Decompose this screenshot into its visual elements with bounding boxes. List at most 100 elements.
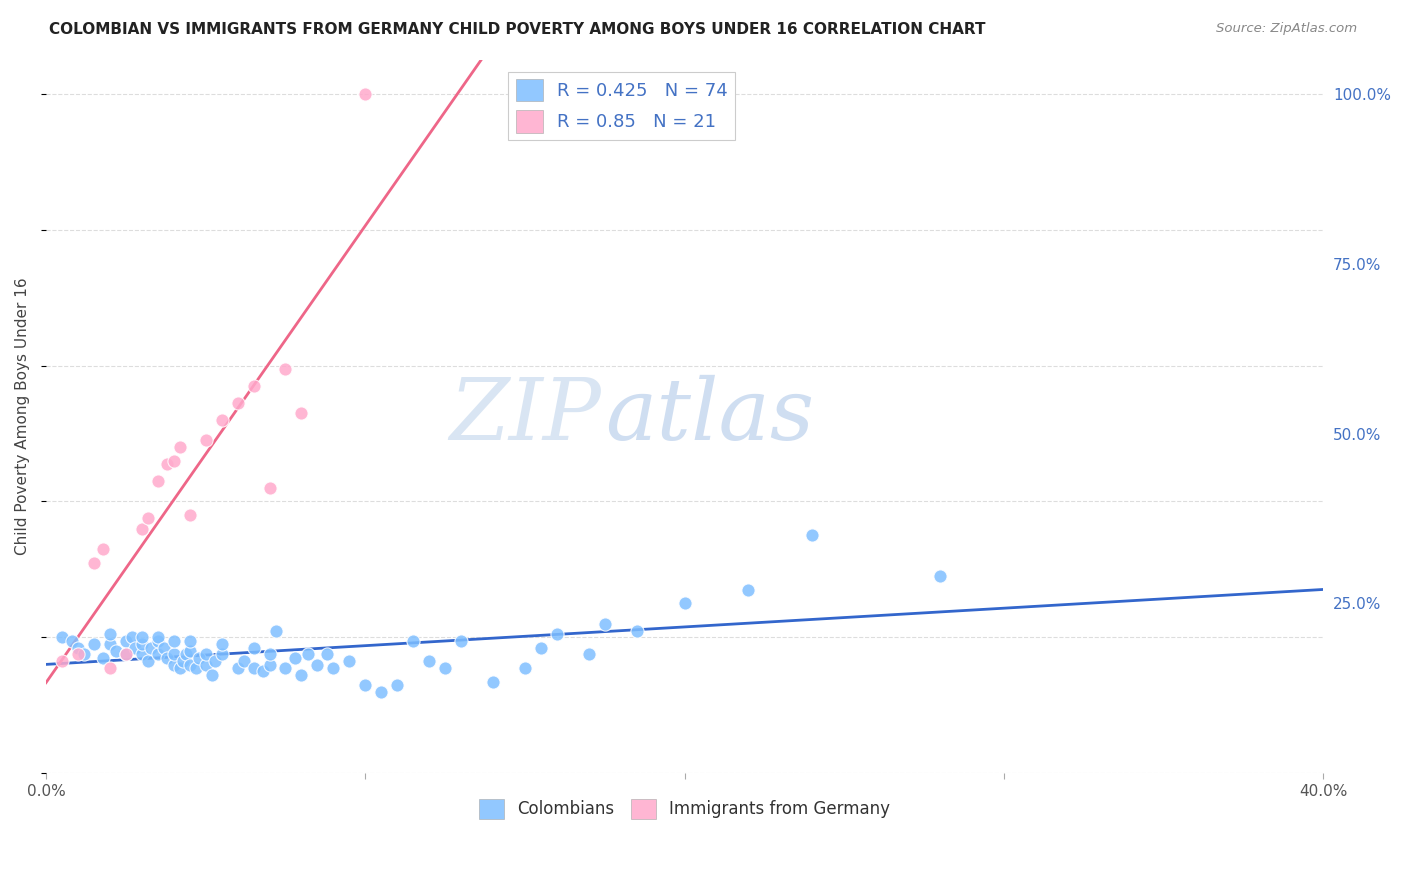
Point: [194, 657, 217, 672]
Point: [801, 528, 824, 542]
Point: [93, 651, 115, 665]
Point: [274, 362, 297, 376]
Point: [124, 640, 146, 655]
Point: [290, 668, 312, 682]
Text: atlas: atlas: [606, 376, 814, 458]
Point: [163, 648, 186, 662]
Point: [131, 637, 153, 651]
Point: [546, 627, 568, 641]
Point: [297, 648, 319, 662]
Point: [172, 654, 194, 668]
Point: [179, 644, 201, 658]
Point: [60, 633, 83, 648]
Text: Source: ZipAtlas.com: Source: ZipAtlas.com: [1216, 22, 1357, 36]
Point: [141, 640, 163, 655]
Point: [673, 597, 696, 611]
Point: [188, 651, 211, 665]
Point: [146, 633, 169, 648]
Point: [179, 508, 201, 522]
Point: [114, 633, 136, 648]
Point: [211, 637, 233, 651]
Point: [153, 640, 176, 655]
Point: [316, 648, 339, 662]
Point: [131, 648, 153, 662]
Y-axis label: Child Poverty Among Boys Under 16: Child Poverty Among Boys Under 16: [15, 277, 30, 556]
Point: [284, 651, 307, 665]
Point: [136, 511, 159, 525]
Point: [131, 631, 153, 645]
Point: [146, 631, 169, 645]
Point: [66, 648, 89, 662]
Point: [156, 651, 179, 665]
Point: [252, 665, 274, 679]
Point: [482, 674, 505, 689]
Point: [929, 569, 952, 583]
Point: [513, 661, 536, 675]
Point: [259, 648, 281, 662]
Text: ZIP: ZIP: [450, 376, 602, 458]
Point: [66, 640, 89, 655]
Point: [163, 453, 186, 467]
Point: [163, 657, 186, 672]
Point: [169, 661, 191, 675]
Point: [136, 654, 159, 668]
Point: [73, 648, 96, 662]
Point: [226, 661, 249, 675]
Point: [146, 648, 169, 662]
Point: [204, 654, 226, 668]
Point: [737, 582, 759, 597]
Point: [184, 661, 207, 675]
Point: [322, 661, 344, 675]
Point: [169, 440, 191, 454]
Point: [51, 631, 73, 645]
Point: [626, 624, 648, 638]
Point: [121, 631, 143, 645]
Point: [194, 434, 217, 448]
Point: [98, 661, 121, 675]
Point: [233, 654, 256, 668]
Point: [201, 668, 224, 682]
Point: [242, 661, 264, 675]
Point: [226, 396, 249, 410]
Point: [114, 648, 136, 662]
Point: [163, 633, 186, 648]
Point: [242, 640, 264, 655]
Point: [242, 379, 264, 393]
Point: [593, 616, 616, 631]
Point: [337, 654, 360, 668]
Point: [105, 644, 128, 658]
Point: [211, 413, 233, 427]
Point: [83, 556, 105, 570]
Point: [307, 657, 329, 672]
Point: [98, 637, 121, 651]
Point: [176, 648, 198, 662]
Point: [274, 661, 297, 675]
Point: [370, 685, 392, 699]
Point: [418, 654, 440, 668]
Point: [354, 87, 377, 101]
Point: [114, 648, 136, 662]
Point: [259, 481, 281, 495]
Point: [402, 633, 425, 648]
Point: [259, 657, 281, 672]
Point: [354, 678, 377, 692]
Point: [434, 661, 457, 675]
Point: [179, 633, 201, 648]
Point: [131, 522, 153, 536]
Text: COLOMBIAN VS IMMIGRANTS FROM GERMANY CHILD POVERTY AMONG BOYS UNDER 16 CORRELATI: COLOMBIAN VS IMMIGRANTS FROM GERMANY CHI…: [49, 22, 986, 37]
Point: [194, 648, 217, 662]
Point: [387, 678, 409, 692]
Point: [578, 648, 600, 662]
Point: [51, 654, 73, 668]
Point: [179, 657, 201, 672]
Legend: Colombians, Immigrants from Germany: Colombians, Immigrants from Germany: [472, 792, 897, 826]
Point: [83, 637, 105, 651]
Point: [93, 542, 115, 557]
Point: [530, 640, 553, 655]
Point: [450, 633, 472, 648]
Point: [264, 624, 287, 638]
Point: [98, 627, 121, 641]
Point: [211, 648, 233, 662]
Point: [290, 406, 312, 420]
Point: [156, 457, 179, 471]
